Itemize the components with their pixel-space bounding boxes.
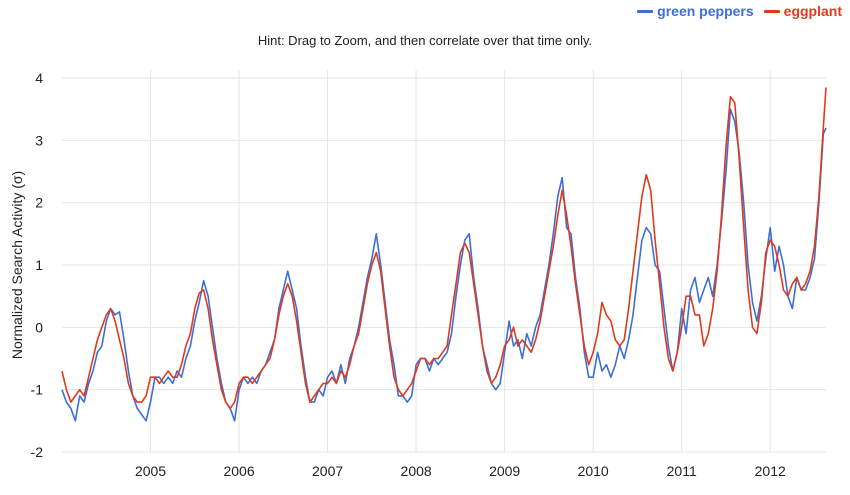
y-tick-label: 4	[35, 70, 43, 86]
legend-item-eggplant[interactable]: eggplant	[763, 3, 842, 19]
legend-item-green-peppers[interactable]: green peppers	[637, 3, 754, 19]
x-tick-label: 2006	[223, 463, 254, 479]
y-tick-label: 3	[35, 132, 43, 148]
series-lines	[61, 87, 827, 422]
y-tick-label: 2	[35, 195, 43, 211]
x-tick-label: 2011	[667, 463, 697, 479]
y-tick-label: 0	[35, 319, 43, 335]
x-tick-label: 2007	[312, 463, 343, 479]
legend: green peppers eggplant	[637, 3, 842, 19]
x-tick-label: 2010	[578, 463, 609, 479]
legend-label-eggplant: eggplant	[783, 3, 842, 19]
x-tick-label: 2005	[135, 463, 166, 479]
y-axis-title: Normalized Search Activity (σ)	[9, 171, 25, 359]
y-axis-ticks: 4 3 2 1 0 -1 -2	[31, 70, 44, 460]
legend-label-green-peppers: green peppers	[657, 3, 754, 19]
x-axis-ticks: 2005 2006 2007 2008 2009 2010 2011 2012	[135, 463, 786, 479]
y-tick-label: -1	[31, 382, 44, 398]
series-line-eggplant[interactable]	[61, 87, 827, 410]
y-tick-label: -2	[31, 444, 44, 460]
x-tick-label: 2008	[401, 463, 432, 479]
y-tick-label: 1	[35, 257, 43, 273]
zoom-hint: Hint: Drag to Zoom, and then correlate o…	[257, 33, 593, 48]
legend-swatch-eggplant	[763, 9, 780, 13]
x-tick-label: 2009	[489, 463, 520, 479]
grid	[62, 70, 826, 453]
series-line-green-peppers[interactable]	[61, 108, 827, 422]
x-tick-label: 2012	[755, 463, 786, 479]
legend-swatch-green-peppers	[637, 9, 654, 13]
